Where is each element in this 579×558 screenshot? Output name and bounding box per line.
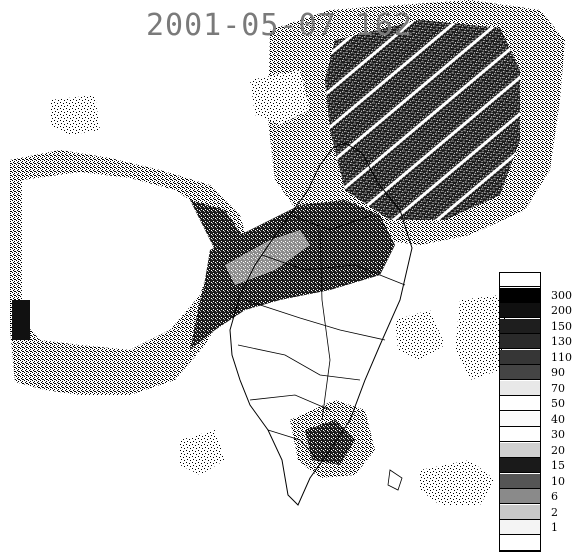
legend-row: 90 [499,365,579,380]
legend-swatch [499,504,541,520]
legend-swatch [499,411,541,427]
legend: 300 200 150 130 110 90 70 50 40 30 20 15 10 6 2 1 [499,272,579,552]
legend-label: 40 [551,412,565,426]
legend-swatch [499,365,541,380]
legend-label: 2 [551,505,558,519]
legend-swatch [499,489,541,504]
legend-label: 70 [551,381,565,395]
legend-swatch [499,458,541,473]
legend-row [499,535,579,551]
legend-row: 50 [499,396,579,411]
legend-row: 300 [499,287,579,303]
legend-label: 130 [551,335,572,348]
legend-label: 110 [551,350,572,364]
legend-swatch [499,396,541,411]
legend-swatch [499,287,541,303]
legend-swatch [499,520,541,535]
legend-swatch [499,334,541,349]
legend-label: 90 [551,366,565,379]
legend-label: 6 [551,490,558,503]
legend-row: 40 [499,411,579,427]
legend-row: 20 [499,442,579,458]
legend-row: 30 [499,427,579,442]
radar-echo-south [50,70,510,505]
legend-label: 1 [551,521,558,534]
legend-row: 6 [499,489,579,504]
legend-label: 150 [551,319,572,333]
legend-swatch [499,380,541,396]
legend-row: 2 [499,504,579,520]
legend-row: 10 [499,473,579,489]
legend-label: 200 [551,304,572,317]
legend-row: 200 [499,303,579,318]
legend-swatch [499,272,541,287]
legend-label: 30 [551,428,565,441]
taiwan-coastline [229,142,413,506]
legend-label: 20 [551,443,565,457]
map-title: 2001-05-07 162 [146,8,413,43]
legend-row: 70 [499,380,579,396]
legend-swatch [499,349,541,365]
legend-label: 50 [551,397,565,410]
legend-swatch [499,318,541,334]
radar-echo-central [200,200,395,330]
legend-swatch [499,442,541,458]
radar-echo-west [10,150,250,395]
legend-row: 150 [499,318,579,334]
legend-label: 15 [551,459,565,472]
legend-swatch [499,535,541,551]
legend-row: 1 [499,520,579,535]
legend-row: 15 [499,458,579,473]
radar-echo-northeast [268,0,565,245]
county-boundaries [237,214,406,491]
legend-row: 130 [499,334,579,349]
legend-row [499,272,579,287]
legend-label: 300 [551,288,572,302]
legend-swatch [499,473,541,489]
legend-swatch [499,427,541,442]
legend-label: 10 [551,474,565,488]
legend-swatch [499,303,541,318]
legend-row: 110 [499,349,579,365]
